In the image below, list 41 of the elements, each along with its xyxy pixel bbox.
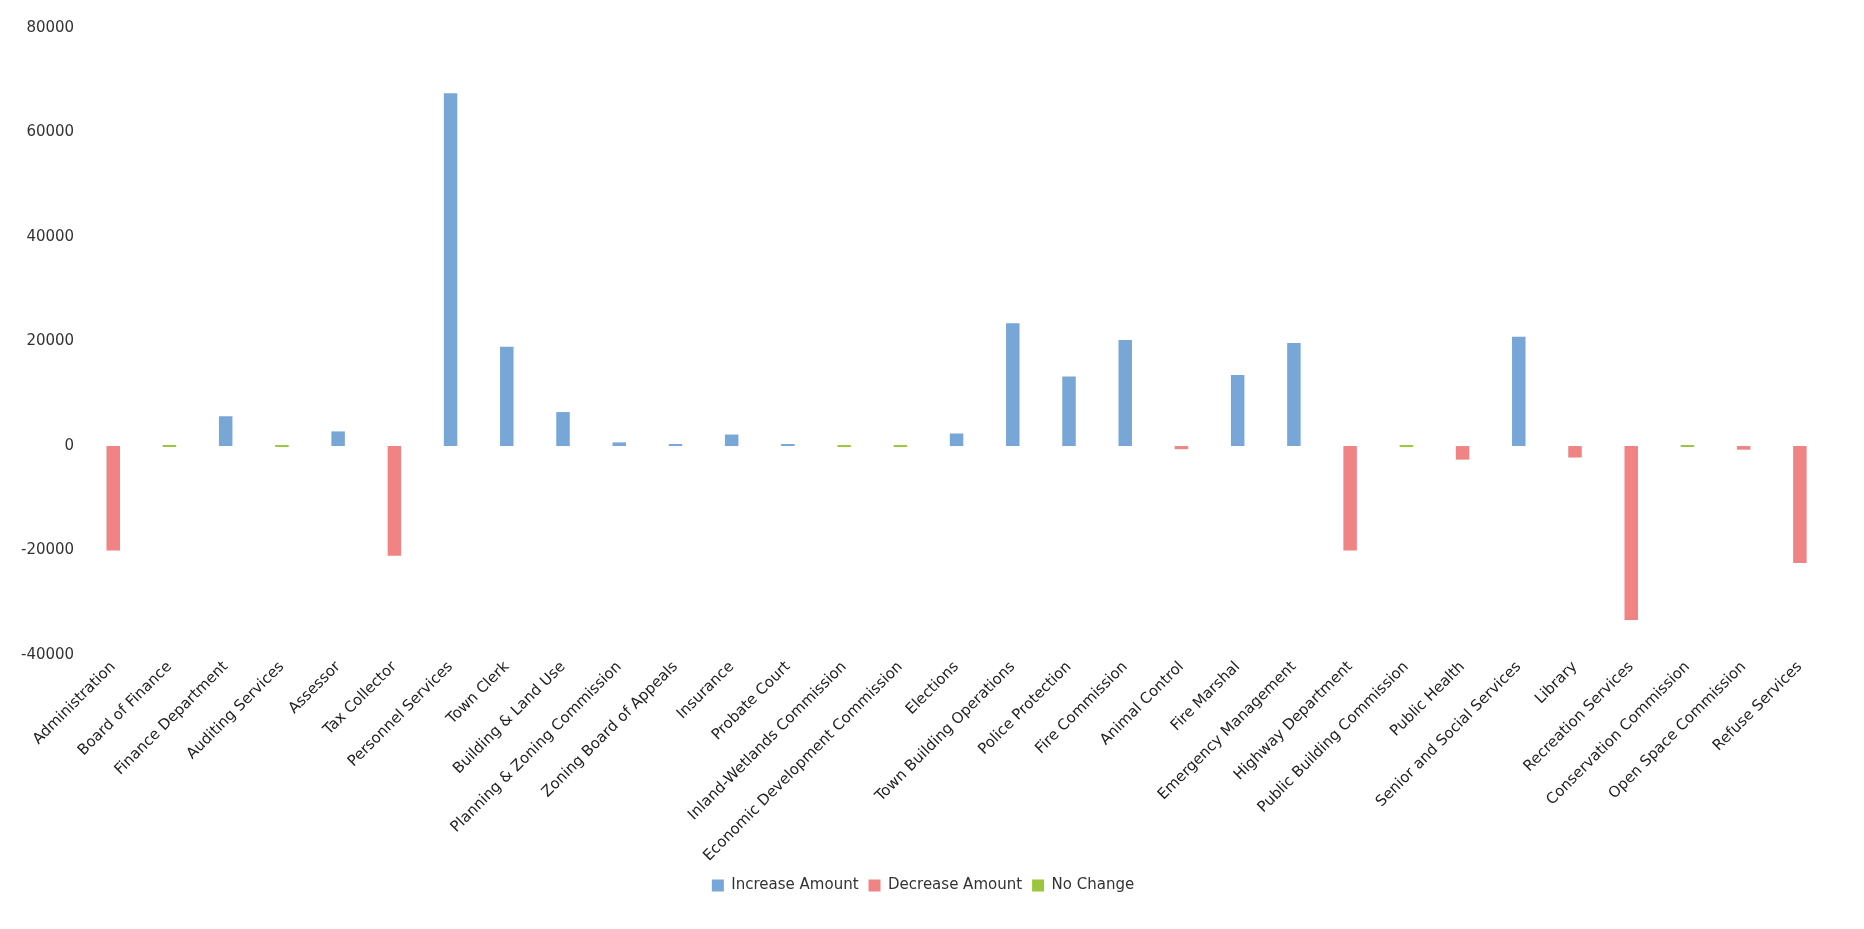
bar <box>668 444 683 447</box>
y-tick-label: 80000 <box>26 17 75 36</box>
y-tick-label: 20000 <box>26 331 75 350</box>
y-tick-label: -40000 <box>20 644 75 663</box>
y-tick-label: 0 <box>64 435 75 454</box>
bar <box>1287 343 1301 447</box>
bar <box>1230 374 1245 447</box>
bar <box>1680 445 1695 448</box>
bar <box>781 444 795 447</box>
bar <box>1624 446 1638 621</box>
bar <box>724 434 739 447</box>
bar <box>1399 445 1414 448</box>
legend-label: Increase Amount <box>731 875 859 894</box>
bar <box>1455 446 1470 460</box>
bar <box>1512 336 1526 447</box>
y-tick-label: -20000 <box>20 540 75 559</box>
bar <box>106 446 120 551</box>
y-tick-label: 40000 <box>26 226 75 245</box>
bar <box>837 445 851 448</box>
bar <box>1736 446 1751 450</box>
y-tick-label: 60000 <box>26 122 75 141</box>
bar <box>893 445 908 448</box>
bar <box>443 93 458 447</box>
bar <box>218 416 233 447</box>
bar <box>387 446 402 556</box>
bar <box>1343 446 1357 551</box>
bar <box>1568 446 1582 458</box>
bar <box>1062 376 1076 447</box>
bar <box>500 346 514 447</box>
legend-label: No Change <box>1051 875 1135 894</box>
legend-label: Decrease Amount <box>888 875 1023 894</box>
bar <box>331 431 345 447</box>
bar <box>1118 339 1132 447</box>
bar <box>1174 446 1189 450</box>
bar <box>949 433 964 447</box>
bar <box>275 445 289 448</box>
bar <box>612 442 626 447</box>
bar <box>1793 446 1807 564</box>
bar <box>162 445 177 448</box>
bar <box>556 412 570 447</box>
bar <box>1006 323 1020 447</box>
